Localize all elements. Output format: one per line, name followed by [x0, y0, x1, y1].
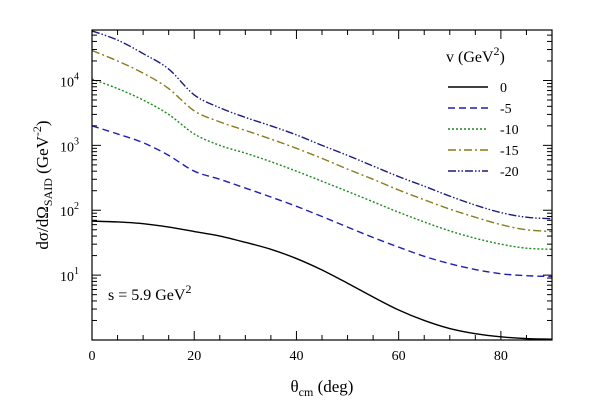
- x-axis-ticks: 0 20 40 60 80: [89, 30, 553, 364]
- x-tick-label: 0: [89, 349, 96, 364]
- y-tick-exponent: 3: [74, 136, 79, 147]
- y-tick-base: 10: [60, 75, 74, 90]
- legend-title-main: v (GeV: [446, 49, 494, 66]
- energy-annotation-main: s = 5.9 GeV: [108, 287, 186, 304]
- y-tick-exponent: 2: [74, 201, 79, 212]
- series-line-vm10: [91, 78, 553, 250]
- legend: v (GeV2) 0 -5 -10 -15 -20: [446, 44, 519, 180]
- x-axis-label-main: θ: [291, 377, 299, 396]
- legend-label: -10: [500, 123, 519, 138]
- series-line-vm5: [91, 125, 553, 278]
- legend-label: -20: [500, 165, 519, 180]
- energy-annotation-sup: 2: [185, 282, 191, 296]
- legend-label: 0: [500, 81, 507, 96]
- legend-title-sup: 2: [494, 44, 500, 58]
- x-axis-label-rest: (deg): [313, 377, 353, 396]
- y-tick-label: 104: [60, 71, 79, 90]
- legend-title: v (GeV2): [446, 44, 505, 66]
- series-line-vm15: [91, 49, 553, 233]
- y-tick-exponent: 4: [74, 71, 79, 82]
- legend-label: -5: [500, 102, 512, 117]
- y-axis-label-rest1: (GeV: [33, 135, 52, 178]
- y-tick-label: 103: [60, 136, 79, 155]
- legend-title-end: ): [500, 49, 505, 66]
- x-tick-label: 40: [289, 349, 303, 364]
- legend-label: -15: [500, 144, 519, 159]
- y-tick-exponent: 1: [74, 266, 79, 277]
- y-tick-base: 10: [60, 140, 74, 155]
- energy-annotation: s = 5.9 GeV2: [108, 282, 191, 304]
- y-tick-label: 101: [60, 266, 79, 285]
- y-axis-label-sup: -2: [30, 126, 44, 136]
- y-axis-label-main: dσ/dΩ: [33, 206, 52, 250]
- y-tick-label: 102: [60, 201, 79, 220]
- y-axis-label-sub: SAID: [41, 178, 55, 206]
- x-tick-label: 20: [187, 349, 201, 364]
- y-tick-base: 10: [60, 205, 74, 220]
- y-axis-label: dσ/dΩSAID (GeV-2): [30, 120, 55, 249]
- x-axis-label-sub: cm: [299, 385, 314, 399]
- x-axis-label: θcm (deg): [291, 377, 354, 399]
- series-line-v0: [91, 220, 553, 340]
- legend-items: 0 -5 -10 -15 -20: [448, 81, 519, 180]
- y-tick-base: 10: [60, 270, 74, 285]
- x-tick-label: 60: [392, 349, 406, 364]
- series-line-vm20: [91, 30, 553, 220]
- y-axis-label-rest2: ): [33, 120, 52, 126]
- series-lines: [91, 30, 553, 340]
- x-tick-label: 80: [494, 349, 508, 364]
